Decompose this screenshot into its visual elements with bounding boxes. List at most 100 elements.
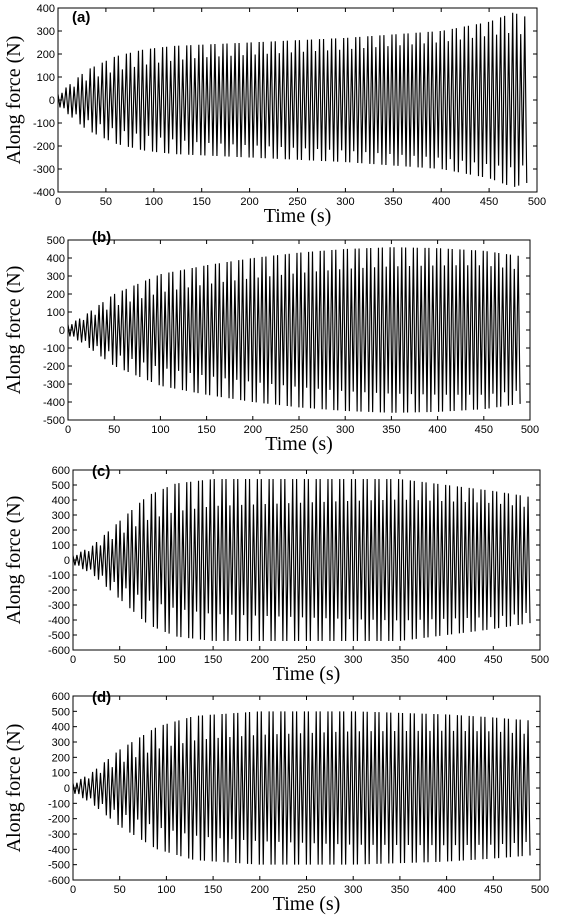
x-tick-label: 100 — [145, 196, 163, 208]
y-tick-label: -300 — [33, 164, 55, 176]
y-axis-label: Along force (N) — [3, 724, 25, 853]
y-tick-label: 0 — [64, 783, 70, 795]
x-tick-label: 500 — [531, 884, 549, 896]
y-axis-label: Along force (N) — [3, 36, 25, 165]
y-tick-label: 0 — [64, 555, 70, 567]
x-tick-label: 400 — [437, 654, 455, 666]
x-tick-label: 250 — [290, 424, 308, 436]
panel-1: 0 50 100 150 200 250 300 350 400 450 500 -400 -300 -2… — [3, 3, 546, 227]
x-axis-label: Time (s) — [264, 205, 332, 227]
x-axis-label: Time (s) — [273, 893, 341, 915]
y-tick-label: 500 — [52, 706, 70, 718]
y-tick-label: 200 — [52, 525, 70, 537]
panel-2: 0 50 100 150 200 250 300 350 400 450 500 -500 -400 -3… — [3, 229, 539, 455]
y-tick-label: -400 — [43, 397, 65, 409]
y-tick-label: -200 — [33, 141, 55, 153]
panel-tag: (d) — [92, 689, 111, 706]
x-tick-label: 50 — [114, 884, 126, 896]
x-tick-label: 450 — [484, 654, 502, 666]
x-tick-label: 500 — [531, 654, 549, 666]
x-tick-label: 200 — [244, 424, 262, 436]
x-tick-label: 50 — [114, 654, 126, 666]
x-tick-label: 350 — [384, 196, 402, 208]
x-tick-label: 450 — [484, 884, 502, 896]
x-tick-label: 200 — [240, 196, 258, 208]
x-tick-label: 0 — [70, 654, 76, 666]
x-tick-label: 0 — [70, 884, 76, 896]
x-tick-label: 400 — [432, 196, 450, 208]
x-tick-label: 0 — [55, 196, 61, 208]
y-tick-label: 100 — [47, 307, 65, 319]
y-tick-label: 600 — [52, 691, 70, 703]
y-tick-label: 100 — [52, 768, 70, 780]
y-tick-label: 200 — [52, 752, 70, 764]
y-tick-label: 400 — [37, 3, 55, 15]
x-tick-label: 300 — [336, 196, 354, 208]
y-tick-label: 0 — [49, 95, 55, 107]
y-tick-label: 500 — [47, 235, 65, 247]
x-tick-label: 150 — [197, 424, 215, 436]
y-tick-label: -200 — [43, 361, 65, 373]
force-series-line — [67, 247, 521, 413]
x-tick-label: 350 — [391, 884, 409, 896]
y-tick-label: 400 — [47, 253, 65, 265]
y-tick-label: 100 — [37, 72, 55, 84]
y-tick-label: -400 — [48, 844, 70, 856]
force-series-line — [57, 12, 528, 187]
x-tick-label: 50 — [108, 424, 120, 436]
y-tick-label: 200 — [47, 289, 65, 301]
x-tick-label: 300 — [344, 884, 362, 896]
x-tick-label: 250 — [297, 884, 315, 896]
y-tick-label: 100 — [52, 540, 70, 552]
panel-4: 0 50 100 150 200 250 300 350 400 450 500 -600 -500 -4… — [3, 689, 549, 915]
x-tick-label: 0 — [65, 424, 71, 436]
x-tick-label: 350 — [391, 654, 409, 666]
x-tick-label: 150 — [204, 884, 222, 896]
y-tick-label: -400 — [33, 187, 55, 199]
y-tick-label: -500 — [43, 415, 65, 427]
y-tick-label: -400 — [48, 615, 70, 627]
x-tick-label: 500 — [521, 424, 539, 436]
y-tick-label: 600 — [52, 465, 70, 477]
x-tick-label: 250 — [288, 196, 306, 208]
x-tick-label: 350 — [382, 424, 400, 436]
y-tick-label: 300 — [52, 737, 70, 749]
y-tick-label: 400 — [52, 495, 70, 507]
y-tick-label: -300 — [48, 829, 70, 841]
x-tick-label: 300 — [344, 654, 362, 666]
y-tick-label: 500 — [52, 480, 70, 492]
y-tick-label: 300 — [47, 271, 65, 283]
y-tick-label: -300 — [48, 600, 70, 612]
y-tick-label: -600 — [48, 645, 70, 657]
x-tick-label: 100 — [157, 654, 175, 666]
x-tick-label: 450 — [475, 424, 493, 436]
x-tick-label: 100 — [151, 424, 169, 436]
x-tick-label: 400 — [428, 424, 446, 436]
x-tick-label: 250 — [297, 654, 315, 666]
x-tick-label: 300 — [336, 424, 354, 436]
y-tick-label: -100 — [48, 798, 70, 810]
x-axis-label: Time (s) — [265, 433, 333, 455]
x-tick-label: 400 — [437, 884, 455, 896]
y-tick-label: 300 — [52, 510, 70, 522]
x-tick-label: 150 — [204, 654, 222, 666]
y-tick-label: -300 — [43, 379, 65, 391]
y-axis-label: Along force (N) — [3, 496, 25, 625]
y-tick-label: -100 — [43, 343, 65, 355]
x-tick-label: 100 — [157, 884, 175, 896]
y-tick-label: -100 — [48, 570, 70, 582]
y-tick-label: -500 — [48, 860, 70, 872]
x-tick-label: 200 — [251, 654, 269, 666]
y-tick-label: 0 — [59, 325, 65, 337]
force-series-line — [72, 478, 531, 642]
y-tick-label: -600 — [48, 875, 70, 887]
panel-tag: (a) — [72, 9, 90, 26]
x-tick-label: 150 — [193, 196, 211, 208]
y-tick-label: -500 — [48, 630, 70, 642]
y-tick-label: 200 — [37, 49, 55, 61]
y-tick-label: 300 — [37, 26, 55, 38]
x-tick-label: 500 — [528, 196, 546, 208]
panel-tag: (b) — [92, 229, 111, 246]
y-tick-label: -100 — [33, 118, 55, 130]
